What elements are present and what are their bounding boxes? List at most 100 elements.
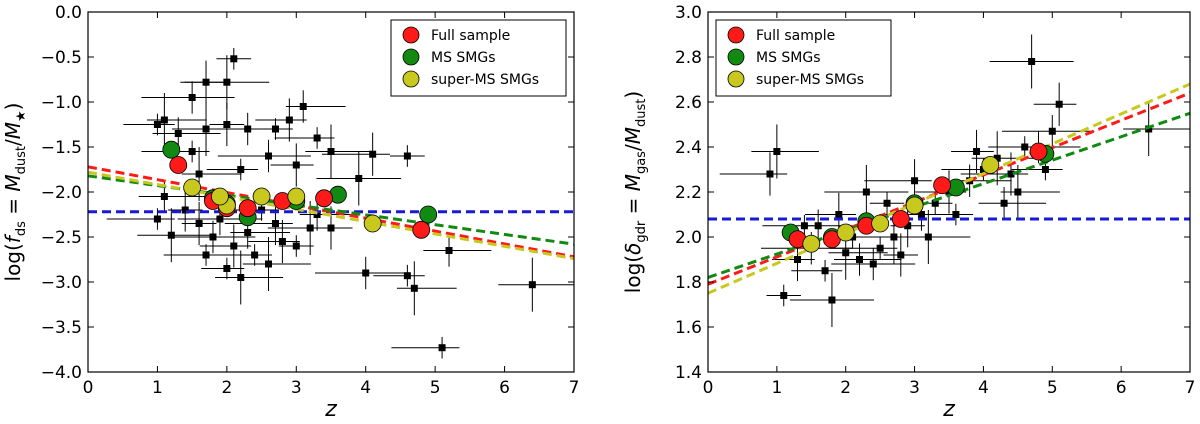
- source-marker: [181, 206, 189, 214]
- source-marker: [216, 215, 224, 223]
- data-point-source: [285, 90, 346, 123]
- super-ms-marker: [802, 234, 821, 253]
- source-marker: [1145, 125, 1153, 133]
- data-point-source: [163, 244, 224, 266]
- data-point-source: [305, 206, 349, 250]
- full-sample-marker: [1029, 142, 1048, 161]
- source-marker: [952, 211, 960, 218]
- data-point-source: [123, 113, 175, 136]
- source-marker: [188, 94, 196, 101]
- super-ms-marker: [287, 187, 306, 206]
- source-marker: [327, 224, 335, 232]
- data-point-source: [1033, 82, 1077, 126]
- source-marker: [821, 267, 829, 275]
- legend-label: Full sample: [431, 28, 510, 44]
- source-marker: [327, 148, 335, 155]
- data-point-source: [989, 34, 1074, 89]
- legend-box: [715, 19, 892, 97]
- data-point-source: [1002, 115, 1095, 148]
- y-tick-label: −4.0: [41, 363, 82, 383]
- data-point-source: [321, 132, 391, 176]
- data-point-source: [951, 129, 994, 174]
- y-tick-label: −3.5: [41, 318, 82, 338]
- data-point-source: [831, 247, 916, 281]
- chart-dust-to-stellar-ratio: 0 1 2 3 4 5 6 7 −4.0 −3.5 −3.0 −2.5 −2.0 −1.5 −1.0 −0.5…: [1, 3, 579, 422]
- source-marker: [773, 148, 781, 155]
- source-marker: [794, 256, 802, 263]
- fit-line: [88, 170, 574, 261]
- legend: Full sample MS SMGs super-MS SMGs: [390, 19, 567, 97]
- source-marker: [244, 229, 252, 236]
- source-marker: [973, 148, 981, 155]
- legend-label: MS SMGs: [756, 50, 821, 66]
- x-tick-label: 0: [703, 378, 714, 398]
- x-tick-label: 6: [1116, 378, 1127, 398]
- data-point-source: [829, 237, 898, 260]
- data-point-source: [224, 201, 293, 246]
- source-marker: [251, 251, 259, 259]
- data-point-source: [216, 48, 252, 70]
- y-axis-label: log(fds = Mdust/M★): [1, 103, 29, 282]
- x-tick-label: 6: [499, 378, 510, 398]
- data-point-source: [960, 152, 1029, 196]
- x-tick-label: 2: [840, 378, 851, 398]
- source-marker: [780, 292, 788, 299]
- source-marker: [445, 247, 453, 254]
- full-sample-marker: [315, 189, 333, 208]
- source-marker: [299, 103, 307, 110]
- data-point-source: [316, 151, 402, 206]
- x-tick-label: 7: [569, 378, 580, 398]
- data-point-source: [255, 98, 307, 142]
- fit-line: [88, 165, 574, 259]
- y-axis-label: log(δgdr = Mgas/Mdust): [621, 91, 649, 293]
- y-tick-label: −2.5: [41, 228, 82, 248]
- source-marker: [883, 199, 891, 207]
- y-tick-label: 2.2: [675, 183, 702, 203]
- chart-gas-to-dust-ratio: 0 1 2 3 4 5 6 7 1.4 1.6 1.8 2.0 2.2 2.4 2.6 2.8 3.0 z log(…: [621, 3, 1195, 422]
- x-tick-label: 2: [221, 378, 232, 398]
- data-point-source: [883, 233, 919, 277]
- x-tick-label: 4: [360, 378, 371, 398]
- source-marker: [876, 244, 884, 252]
- legend-marker: [727, 70, 745, 88]
- x-tick-label: 7: [1185, 378, 1196, 398]
- source-marker: [1048, 127, 1056, 135]
- super-ms-marker: [871, 214, 890, 233]
- legend-marker: [727, 26, 745, 44]
- source-marker: [202, 78, 210, 86]
- data-point-source: [167, 188, 203, 232]
- source-marker: [766, 170, 774, 178]
- data-point-source: [141, 81, 235, 114]
- data-point-source: [719, 152, 788, 196]
- data-point-source: [1000, 165, 1060, 219]
- source-marker: [1007, 170, 1015, 178]
- y-tick-label: 2.8: [675, 48, 702, 68]
- legend-label: super-MS SMGs: [756, 72, 864, 88]
- source-marker: [153, 215, 161, 223]
- source-marker: [438, 344, 446, 352]
- legend-marker: [727, 48, 745, 66]
- data-point-source: [180, 60, 224, 104]
- y-tick-label: −1.5: [41, 138, 82, 158]
- source-marker: [911, 177, 919, 185]
- source-marker: [265, 152, 273, 160]
- ms-smg-marker: [419, 205, 438, 224]
- x-tick-label: 0: [83, 378, 94, 398]
- source-marker: [167, 231, 175, 239]
- source-marker: [403, 272, 411, 280]
- ms-smg-marker: [162, 140, 181, 159]
- data-point-source: [181, 201, 217, 246]
- y-tick-label: 2.6: [675, 93, 702, 113]
- source-marker: [160, 193, 168, 200]
- y-tick-label: −3.0: [41, 273, 82, 293]
- legend-box: [390, 19, 567, 97]
- source-marker: [223, 121, 231, 128]
- legend-label: super-MS SMGs: [431, 72, 539, 88]
- source-marker: [237, 274, 245, 281]
- source-marker: [1055, 100, 1063, 108]
- data-point-source: [1011, 158, 1063, 181]
- y-tick-label: 1.4: [675, 363, 702, 383]
- y-tick-label: −1.0: [41, 93, 82, 113]
- data-point-source: [894, 210, 971, 264]
